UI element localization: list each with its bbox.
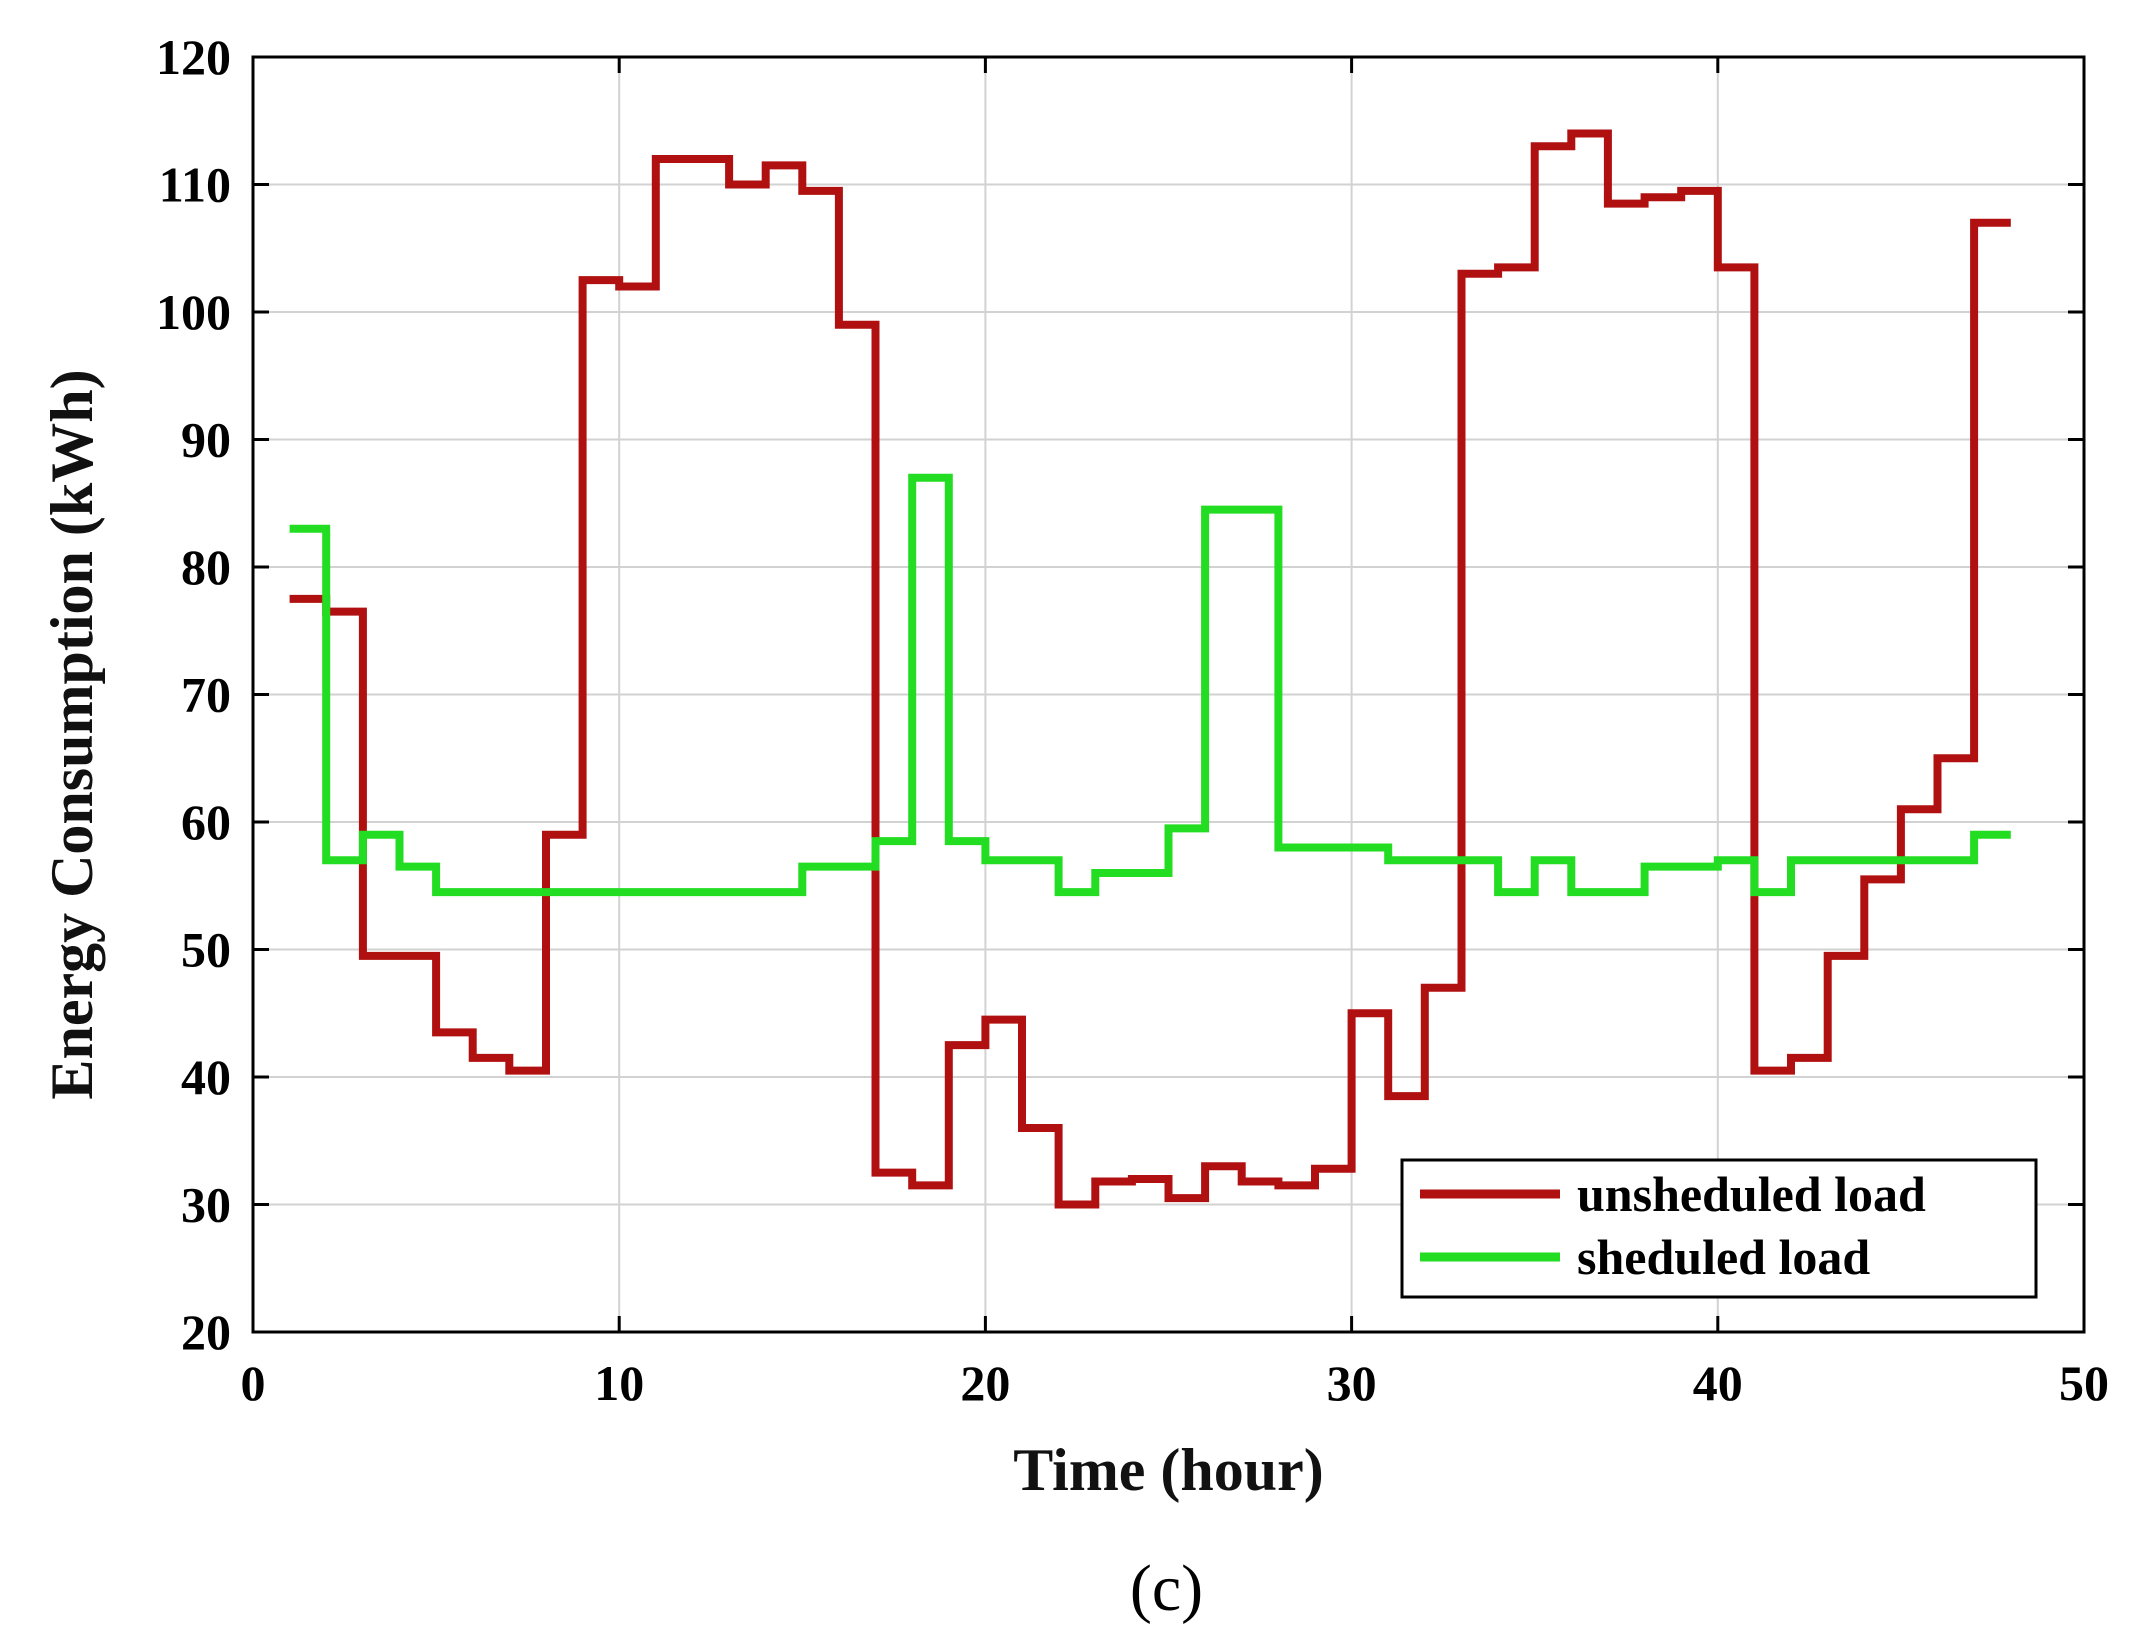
y-tick-label-80: 80 — [181, 539, 231, 595]
x-axis-title: Time (hour) — [1013, 1437, 1324, 1503]
legend-label-sheduled-load: sheduled load — [1577, 1229, 1870, 1285]
x-tick-label-10: 10 — [594, 1355, 644, 1411]
x-tick-label-40: 40 — [1693, 1355, 1743, 1411]
y-tick-label-70: 70 — [181, 667, 231, 723]
legend-label-unsheduled-load: unsheduled load — [1577, 1166, 1926, 1222]
series-layer — [289, 129, 2011, 1209]
y-tick-labels: 20 30 40 50 60 70 80 90 100 110 120 — [156, 29, 231, 1360]
x-tick-label-0: 0 — [241, 1355, 266, 1411]
x-tick-label-50: 50 — [2059, 1355, 2109, 1411]
y-tick-label-30: 30 — [181, 1177, 231, 1233]
x-tick-label-30: 30 — [1327, 1355, 1377, 1411]
legend: unsheduled load sheduled load — [1400, 1158, 2038, 1299]
legend-box — [1400, 1158, 2038, 1299]
y-tick-label-50: 50 — [181, 922, 231, 978]
x-tick-labels: 0 10 20 30 40 50 — [241, 1355, 2110, 1411]
y-tick-label-60: 60 — [181, 794, 231, 850]
y-tick-label-100: 100 — [156, 284, 231, 340]
y-tick-label-20: 20 — [181, 1304, 231, 1360]
y-tick-label-90: 90 — [181, 412, 231, 468]
y-tick-label-110: 110 — [159, 157, 231, 213]
y-tick-label-120: 120 — [156, 29, 231, 85]
y-axis-title: Energy Consumption (kWh) — [39, 369, 105, 1099]
grid-lines — [253, 57, 2084, 1332]
x-tick-label-20: 20 — [960, 1355, 1010, 1411]
series-line-sheduled-load — [289, 473, 2011, 897]
figure-caption: (c) — [1130, 1552, 1203, 1625]
series-line-unsheduled-load — [289, 129, 2011, 1209]
y-tick-label-40: 40 — [181, 1049, 231, 1105]
axis-ticks — [251, 55, 2086, 1334]
